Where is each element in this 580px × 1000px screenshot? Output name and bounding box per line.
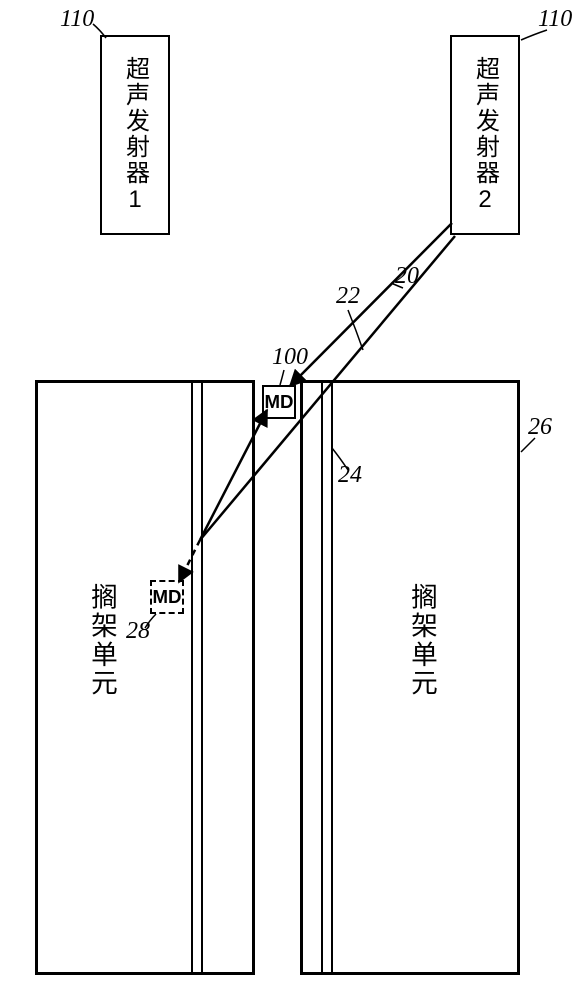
callout-110-right: 110 (538, 6, 572, 33)
callout-100: 100 (272, 344, 308, 371)
md-label: MD (264, 391, 293, 413)
emitter-2-label: 超声发射器2 (468, 56, 503, 215)
shelf-a-line-1 (191, 383, 193, 972)
callout-110-left: 110 (60, 6, 94, 33)
shelf-unit-b: 搁架单元 (300, 380, 520, 975)
shelf-a-label: 搁架单元 (83, 583, 122, 698)
callout-24: 24 (338, 462, 362, 489)
md-device-ghost: MD (150, 580, 184, 614)
shelf-a-line-2 (201, 383, 203, 972)
callout-26: 26 (528, 414, 552, 441)
emitter-1-label: 超声发射器1 (118, 56, 153, 215)
emitter-2: 超声发射器2 (450, 35, 520, 235)
emitter-1: 超声发射器1 (100, 35, 170, 235)
callout-20: 20 (395, 263, 419, 290)
shelf-b-line-2 (331, 383, 333, 972)
shelf-b-line-1 (321, 383, 323, 972)
md-device: MD (262, 385, 296, 419)
md-ghost-label: MD (152, 586, 181, 608)
shelf-unit-a: 搁架单元 (35, 380, 255, 975)
callout-22: 22 (336, 283, 360, 310)
shelf-b-label: 搁架单元 (403, 583, 442, 698)
callout-28: 28 (126, 618, 150, 645)
